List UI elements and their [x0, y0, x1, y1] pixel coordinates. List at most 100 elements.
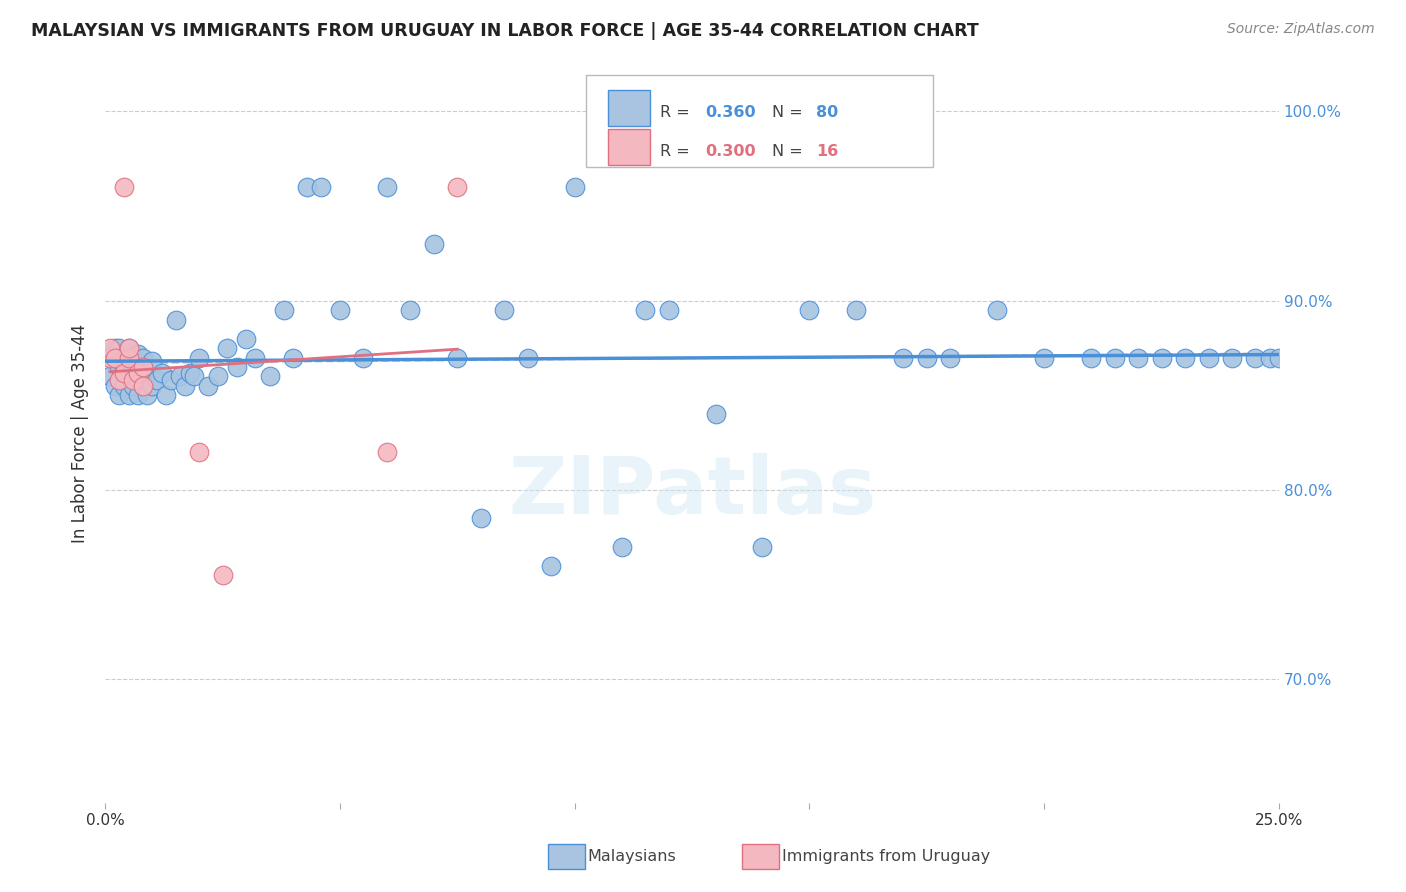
- Point: [1268, 351, 1291, 365]
- Point: [207, 369, 229, 384]
- Text: Immigrants from Uruguay: Immigrants from Uruguay: [782, 849, 990, 863]
- Point: [446, 351, 468, 365]
- Point: [470, 511, 492, 525]
- Point: [516, 351, 538, 365]
- Point: [1198, 351, 1220, 365]
- Text: ZIPatlas: ZIPatlas: [508, 453, 876, 532]
- Point: [915, 351, 938, 365]
- Point: [281, 351, 304, 365]
- Point: [1174, 351, 1197, 365]
- Point: [634, 303, 657, 318]
- Point: [104, 379, 127, 393]
- Point: [259, 369, 281, 384]
- Point: [132, 379, 155, 393]
- Point: [658, 303, 681, 318]
- Point: [183, 369, 205, 384]
- Point: [98, 351, 121, 365]
- Y-axis label: In Labor Force | Age 35-44: In Labor Force | Age 35-44: [72, 324, 89, 543]
- Point: [108, 388, 131, 402]
- Point: [704, 408, 727, 422]
- Point: [112, 359, 135, 374]
- Text: Malaysians: Malaysians: [588, 849, 676, 863]
- Point: [132, 379, 155, 393]
- Point: [295, 180, 318, 194]
- Text: 0.360: 0.360: [704, 105, 755, 120]
- Point: [375, 445, 398, 459]
- Point: [160, 373, 183, 387]
- Point: [127, 366, 149, 380]
- Point: [564, 180, 586, 194]
- FancyBboxPatch shape: [586, 75, 932, 168]
- Point: [845, 303, 868, 318]
- Point: [108, 359, 131, 374]
- Point: [211, 568, 233, 582]
- Point: [104, 351, 127, 365]
- Point: [132, 359, 155, 374]
- Point: [118, 351, 141, 365]
- Point: [98, 341, 121, 355]
- Point: [225, 359, 247, 374]
- Point: [141, 379, 163, 393]
- Point: [165, 312, 187, 326]
- Point: [494, 303, 516, 318]
- Point: [235, 332, 257, 346]
- Point: [98, 351, 121, 365]
- Point: [540, 558, 562, 573]
- Point: [118, 369, 141, 384]
- Point: [127, 388, 149, 402]
- Point: [1104, 351, 1126, 365]
- Point: [329, 303, 352, 318]
- Point: [112, 366, 135, 380]
- Point: [150, 366, 173, 380]
- Point: [1033, 351, 1056, 365]
- Text: 0.300: 0.300: [704, 145, 755, 160]
- Point: [112, 180, 135, 194]
- Point: [127, 347, 149, 361]
- Text: 80: 80: [817, 105, 839, 120]
- Point: [122, 351, 145, 365]
- Point: [112, 351, 135, 365]
- Point: [169, 369, 191, 384]
- Point: [1220, 351, 1243, 365]
- Point: [146, 373, 169, 387]
- Point: [141, 354, 163, 368]
- Point: [610, 540, 633, 554]
- Point: [446, 180, 468, 194]
- Point: [136, 388, 159, 402]
- Point: [1244, 351, 1267, 365]
- Point: [939, 351, 962, 365]
- Point: [1080, 351, 1102, 365]
- Point: [399, 303, 422, 318]
- Point: [112, 379, 135, 393]
- Point: [217, 341, 239, 355]
- Point: [122, 359, 145, 374]
- Point: [309, 180, 332, 194]
- Point: [108, 341, 131, 355]
- Point: [122, 379, 145, 393]
- Point: [799, 303, 821, 318]
- Text: R =: R =: [661, 105, 695, 120]
- Point: [174, 379, 197, 393]
- Point: [375, 180, 398, 194]
- Point: [122, 373, 145, 387]
- Text: 16: 16: [817, 145, 839, 160]
- Point: [132, 351, 155, 365]
- Text: R =: R =: [661, 145, 695, 160]
- Point: [188, 445, 211, 459]
- Point: [118, 341, 141, 355]
- Point: [127, 366, 149, 380]
- Text: N =: N =: [772, 105, 808, 120]
- Point: [118, 341, 141, 355]
- Point: [108, 373, 131, 387]
- Point: [1126, 351, 1149, 365]
- Text: Source: ZipAtlas.com: Source: ZipAtlas.com: [1227, 22, 1375, 37]
- Point: [136, 366, 159, 380]
- Point: [1258, 351, 1281, 365]
- Point: [1150, 351, 1173, 365]
- Point: [132, 359, 155, 374]
- Point: [423, 236, 446, 251]
- Point: [104, 341, 127, 355]
- Point: [188, 351, 211, 365]
- Point: [891, 351, 914, 365]
- FancyBboxPatch shape: [607, 90, 650, 126]
